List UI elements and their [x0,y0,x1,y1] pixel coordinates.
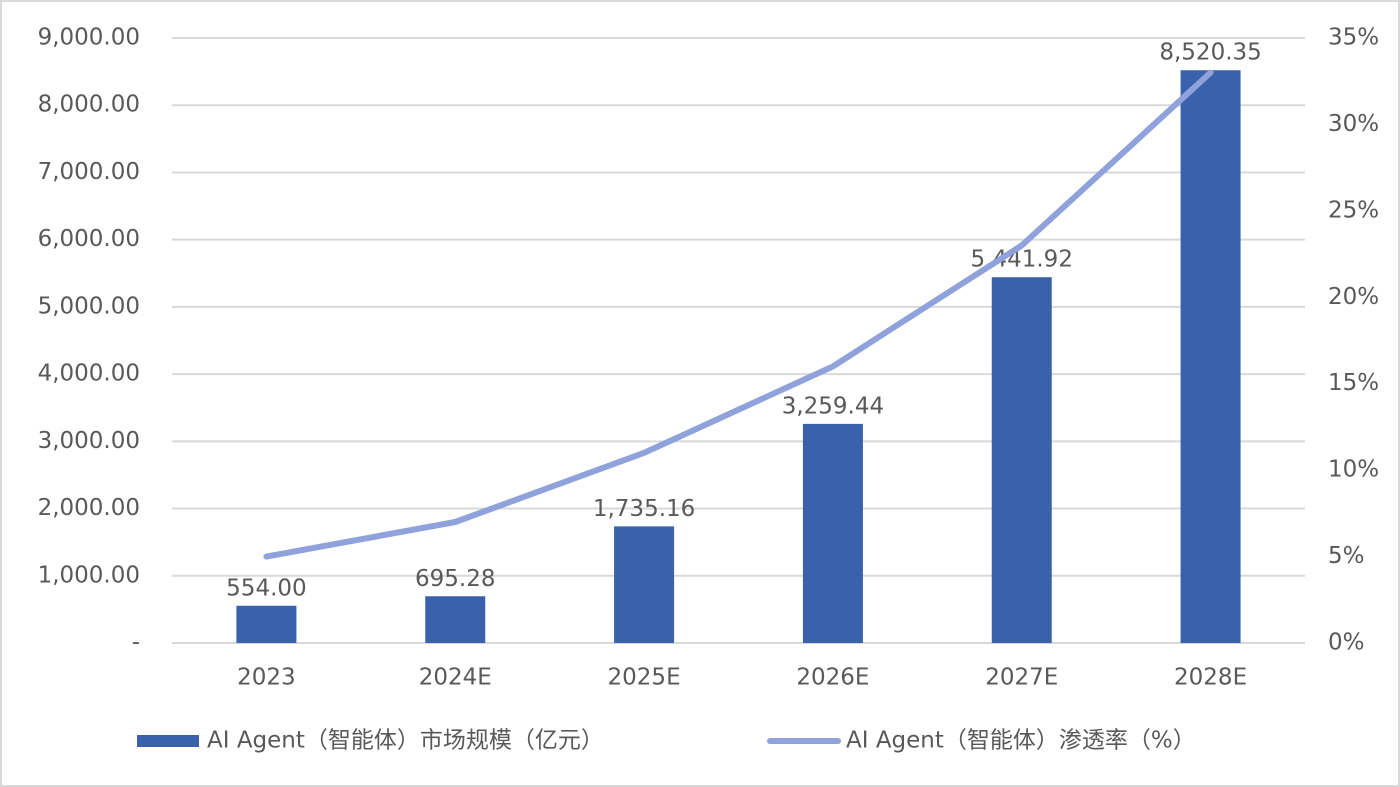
y-tick-label: 5,000.00 [38,293,140,319]
line [263,69,1214,560]
bar [236,605,297,643]
y-tick-label: - [132,630,140,656]
y2-tick-label: 0% [1328,630,1365,656]
bar [802,423,863,643]
y2-tick-label: 35% [1328,25,1379,51]
y2-tick-label: 20% [1328,284,1379,310]
legend-swatch [137,735,199,747]
legend-label: AI Agent（智能体）渗透率（%） [846,728,1196,754]
x-tick-label: 2026E [796,665,869,691]
y-tick-label: 6,000.00 [38,226,140,252]
bar [425,596,486,643]
value-label: 1,735.16 [593,496,695,522]
y-tick-label: 4,000.00 [38,361,140,387]
x-tick-label: 2024E [419,665,492,691]
value-label: 695.28 [415,566,495,592]
x-tick-label: 2028E [1174,665,1247,691]
bar [1180,70,1241,643]
y-tick-label: 8,000.00 [38,92,140,118]
y-tick-label: 3,000.00 [38,428,140,454]
y2-tick-label: 30% [1328,111,1379,137]
x-tick-label: 2023 [237,665,296,691]
y2-tick-label: 10% [1328,457,1379,483]
bar [991,277,1052,643]
y2-tick-label: 15% [1328,370,1379,396]
value-label: 554.00 [226,575,306,601]
y-tick-label: 2,000.00 [38,495,140,521]
x-tick-label: 2025E [608,665,681,691]
y2-tick-label: 25% [1328,197,1379,223]
bar [614,526,675,643]
y-tick-label: 1,000.00 [38,562,140,588]
value-label: 8,520.35 [1159,40,1261,66]
value-label: 3,259.44 [782,393,884,419]
y-tick-label: 9,000.00 [38,25,140,51]
legend-label: AI Agent（智能体）市场规模（亿元） [207,728,604,754]
y-tick-label: 7,000.00 [38,159,140,185]
y2-tick-label: 5% [1328,543,1365,569]
x-tick-label: 2027E [985,665,1058,691]
